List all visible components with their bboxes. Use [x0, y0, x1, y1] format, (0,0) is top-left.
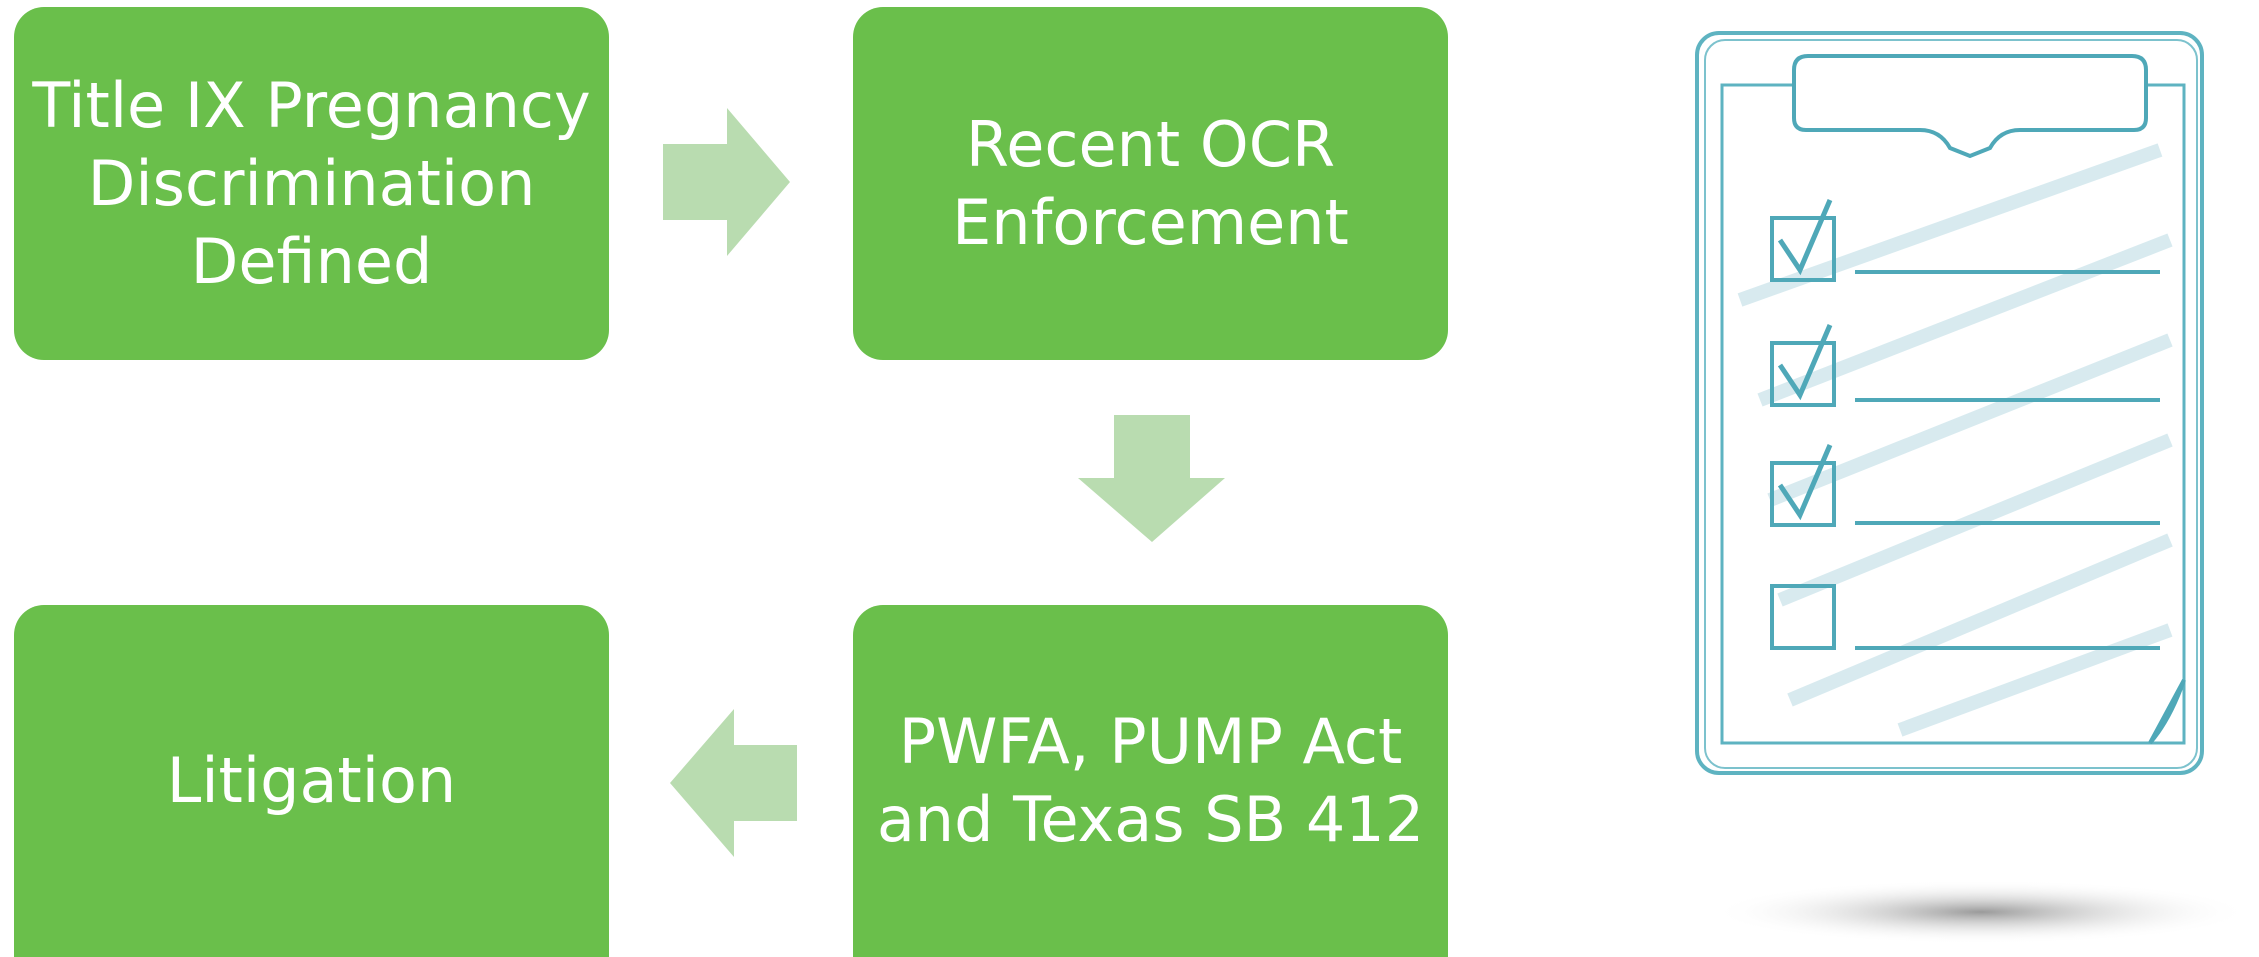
arrow-left: [670, 709, 797, 857]
clipboard-icon: [1697, 33, 2202, 773]
shadow: [1711, 880, 2251, 944]
slide: Title IX PregnancyDiscriminationDefined …: [0, 0, 2259, 957]
arrow-right: [663, 108, 790, 256]
arrow-down: [1078, 415, 1225, 542]
graphics: [0, 0, 2259, 957]
